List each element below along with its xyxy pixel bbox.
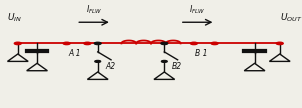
Polygon shape [269, 54, 290, 61]
Text: B2: B2 [172, 62, 182, 71]
Circle shape [84, 42, 91, 45]
Circle shape [94, 42, 101, 45]
Polygon shape [87, 72, 108, 79]
Text: A2: A2 [105, 62, 115, 71]
Polygon shape [244, 63, 265, 71]
Text: $I_{FLW}$: $I_{FLW}$ [189, 3, 206, 16]
Text: $I_{FLW}$: $I_{FLW}$ [86, 3, 102, 16]
Circle shape [14, 42, 21, 45]
Circle shape [276, 42, 283, 45]
Circle shape [190, 42, 198, 45]
Circle shape [161, 42, 168, 45]
Text: $U_{OUT}$: $U_{OUT}$ [280, 12, 302, 24]
Text: A 1: A 1 [69, 49, 81, 59]
Circle shape [63, 42, 70, 45]
Polygon shape [27, 63, 47, 71]
Text: $U_{IN}$: $U_{IN}$ [7, 12, 22, 24]
Text: B 1: B 1 [195, 49, 207, 59]
Circle shape [95, 60, 101, 63]
Polygon shape [154, 72, 175, 79]
Circle shape [211, 42, 218, 45]
Circle shape [161, 60, 167, 63]
Polygon shape [8, 54, 28, 61]
